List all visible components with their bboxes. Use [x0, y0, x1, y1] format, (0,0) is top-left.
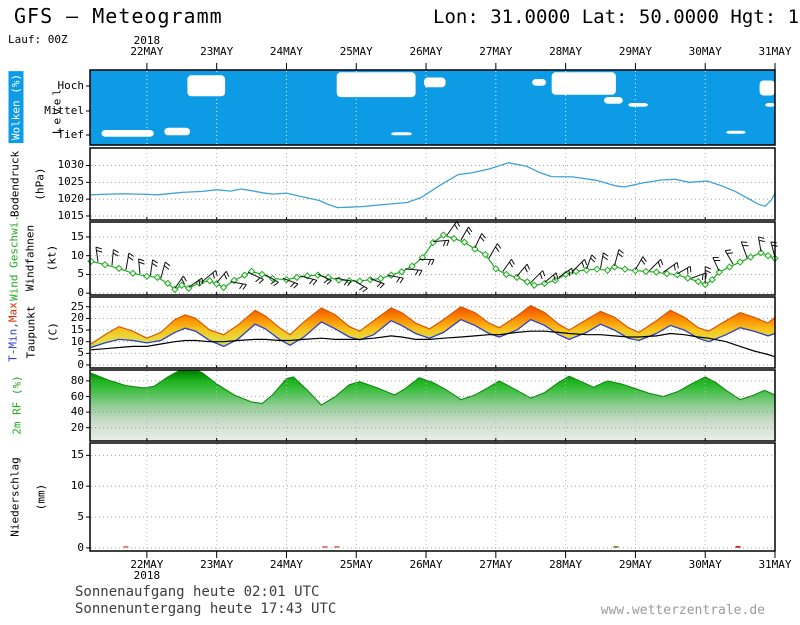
top-day-label: 27MAY: [479, 45, 513, 58]
top-day-label: 30MAY: [688, 45, 722, 58]
pressure-line: [90, 162, 776, 209]
top-day-label: 23MAY: [200, 45, 234, 58]
precip-panel-frame: [89, 442, 776, 552]
humidity-ytick-label: 80: [70, 373, 84, 387]
cloud-patch: [164, 127, 191, 136]
cloud-patch: [187, 75, 226, 97]
top-day-label: 26MAY: [409, 45, 443, 58]
cloud-patch: [551, 72, 616, 95]
bottom-day-label: 31MAY: [758, 558, 792, 571]
precip-ytick-label: 5: [77, 510, 84, 524]
bottom-day-label: 28MAY: [549, 558, 583, 571]
temperature-ytick-label: 20: [70, 311, 84, 325]
cloud-patch: [101, 130, 154, 137]
bottom-day-label: 23MAY: [200, 558, 234, 571]
model-run-label: Lauf: 00Z: [8, 33, 68, 46]
cloud-patch: [336, 72, 416, 98]
pressure-panel-label: Bodendruck: [8, 150, 22, 218]
precip-bar: [613, 545, 619, 548]
humidity-area: [90, 370, 775, 441]
precip-bar: [735, 545, 741, 548]
wind-panel-frame: [89, 221, 776, 296]
temperature-panel-frame: [89, 296, 776, 369]
clouds-panel-frame: [89, 69, 776, 146]
tmin-label: T-Min,: [6, 322, 20, 362]
bottom-day-label: 24MAY: [269, 558, 304, 571]
coordinates-label: Lon: 31.0000 Lat: 50.0000 Hgt: 1: [433, 6, 800, 28]
precip-bar: [334, 545, 340, 548]
dewpoint-line: [90, 330, 776, 358]
tmax-line: [90, 304, 776, 345]
cloud-level-label: Tief: [57, 128, 85, 141]
cloud-patch: [532, 79, 547, 86]
humidity-ytick-label: 60: [70, 389, 84, 403]
clouds-panel-label: Wolken (%): [8, 70, 24, 144]
pressure-panel-frame: [89, 147, 776, 221]
top-day-label: 25MAY: [339, 45, 373, 58]
humidity-panel-label: 2m RF (%): [10, 375, 24, 435]
temperature-ytick-label: 0: [77, 357, 84, 371]
temperature-band: [91, 305, 775, 348]
tmin-line: [90, 318, 776, 349]
top-day-label: 22MAY: [130, 45, 164, 58]
cloud-patch: [424, 77, 446, 88]
precip-bar: [322, 545, 328, 548]
top-year-label: 2018: [133, 34, 161, 47]
temperature-panel-label: T-Min,Max: [7, 302, 20, 362]
pressure-ytick-label: 1030: [57, 158, 85, 172]
pressure-ytick-label: 1015: [57, 208, 85, 222]
top-day-label: 29MAY: [618, 45, 652, 58]
bottom-day-label: 25MAY: [339, 558, 373, 571]
cloud-patch: [765, 103, 775, 107]
precip-ytick-label: 15: [70, 448, 84, 462]
bottom-day-label: 30MAY: [688, 558, 722, 571]
wind-ytick-label: 10: [70, 248, 84, 262]
precip-ytick-label: 0: [77, 540, 84, 554]
sunrise-label: Sonnenaufgang heute 02:01 UTC: [75, 584, 320, 600]
cloud-patch: [604, 97, 623, 104]
tmax-label: Max: [6, 302, 20, 323]
cloud-patch: [628, 103, 648, 107]
wind-speed-label: Wind Geschwi.: [7, 214, 21, 302]
cloud-patch: [759, 80, 775, 96]
bottom-day-label: 22MAY: [130, 558, 164, 571]
top-day-label: 24MAY: [269, 45, 304, 58]
wind-speed-markers: [87, 231, 779, 294]
page-title: GFS – Meteogramm: [14, 4, 223, 28]
humidity-panel-frame: [89, 369, 776, 442]
website-watermark: www.wetterzentrale.de: [600, 603, 765, 618]
temperature-ytick-label: 15: [70, 323, 84, 337]
top-day-label: 28MAY: [549, 45, 583, 58]
cloud-patch: [391, 132, 412, 136]
humidity-ytick-label: 20: [70, 420, 84, 434]
wind-barbs: [95, 221, 778, 293]
bottom-day-label: 29MAY: [618, 558, 652, 571]
pressure-ytick-label: 1020: [57, 192, 85, 206]
sunset-label: Sonnenuntergang heute 17:43 UTC: [75, 601, 337, 617]
precip-bar: [123, 545, 129, 548]
temperature-ytick-label: 5: [77, 346, 84, 360]
temperature-ytick-label: 10: [70, 334, 84, 348]
precip-ytick-label: 10: [70, 479, 84, 493]
bottom-day-label: 27MAY: [479, 558, 513, 571]
top-day-label: 31MAY: [758, 45, 792, 58]
precip-panel-label: Niederschlag: [8, 457, 22, 537]
bottom-day-label: 26MAY: [409, 558, 443, 571]
cloud-patch: [726, 130, 746, 134]
bottom-year-label: 2018: [133, 569, 161, 582]
temperature-ytick-label: 25: [70, 299, 84, 313]
pressure-ytick-label: 1025: [57, 175, 85, 189]
humidity-ytick-label: 40: [70, 405, 84, 419]
wind-ytick-label: 5: [77, 267, 84, 281]
cloud-level-label: Mittel: [44, 104, 84, 117]
cloud-level-label: Hoch: [57, 79, 85, 92]
wind-ytick-label: 0: [77, 286, 84, 300]
wind-ytick-label: 15: [70, 229, 84, 243]
